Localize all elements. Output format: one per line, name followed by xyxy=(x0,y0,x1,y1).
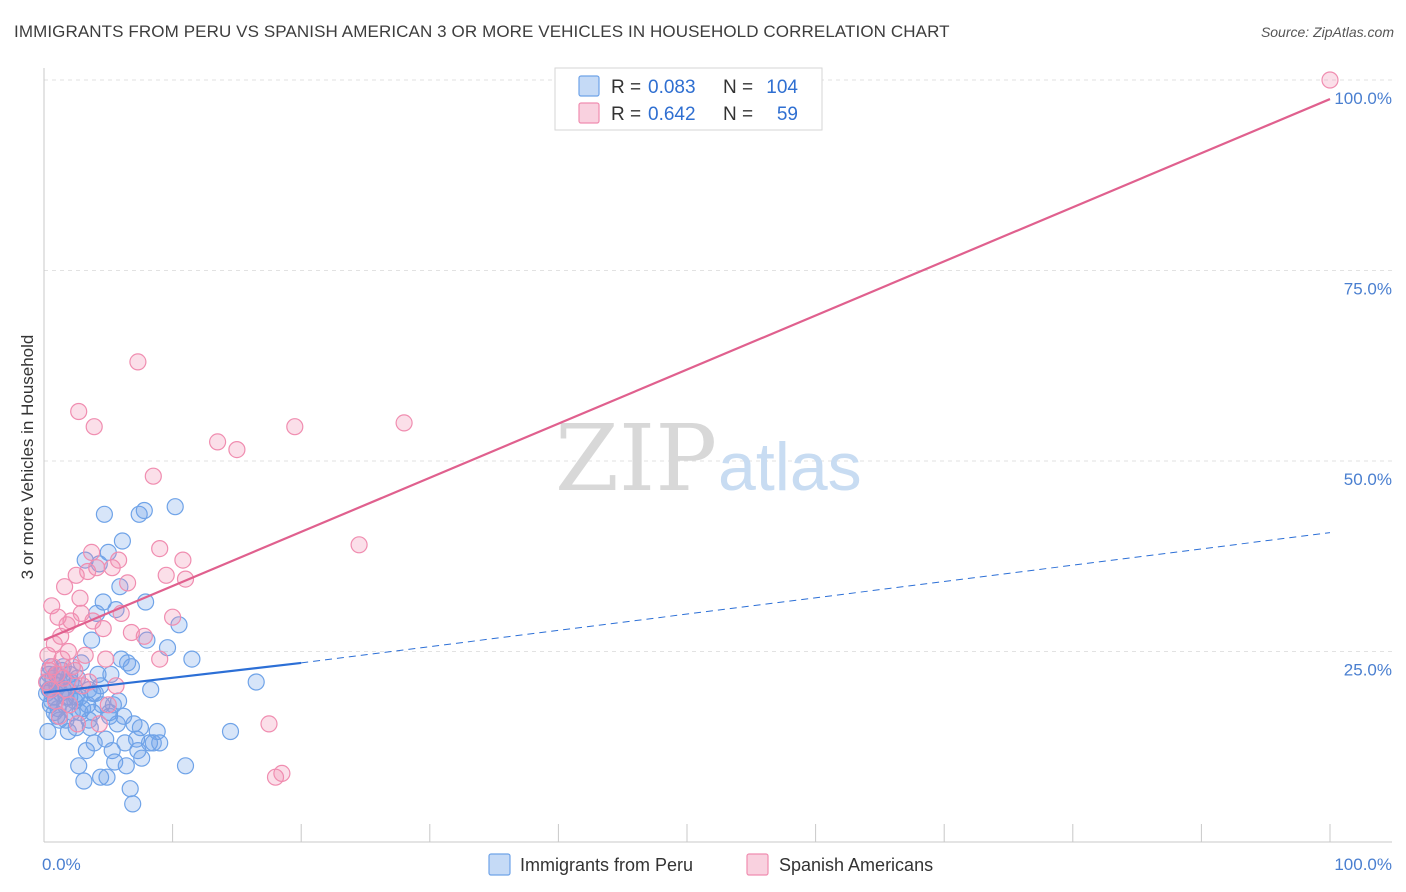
data-point xyxy=(273,764,291,783)
data-point xyxy=(166,498,184,516)
data-point xyxy=(176,757,195,775)
data-point xyxy=(75,772,93,790)
data-point xyxy=(66,661,84,680)
data-point xyxy=(144,467,162,485)
data-point xyxy=(82,543,101,562)
data-point xyxy=(124,795,142,813)
data-point xyxy=(151,650,169,668)
data-point xyxy=(228,441,246,459)
data-point xyxy=(88,559,106,577)
data-point xyxy=(1321,71,1339,89)
y-tick-label-75: 75.0% xyxy=(1344,280,1392,299)
data-point xyxy=(350,536,368,554)
watermark: ZIP atlas xyxy=(555,405,862,512)
legend-n-label-spanish-american: N = xyxy=(723,104,753,125)
data-point xyxy=(70,402,88,421)
data-point xyxy=(286,418,304,436)
legend-swatch-peru xyxy=(578,75,600,97)
trend-lines xyxy=(43,98,1331,694)
data-point xyxy=(117,757,135,775)
watermark-zip: ZIP xyxy=(555,405,717,512)
data-point xyxy=(82,631,101,649)
bottom-legend-swatch-peru xyxy=(488,853,511,876)
data-point xyxy=(115,707,133,725)
legend-swatch-spanish-american xyxy=(578,102,600,124)
data-point xyxy=(247,673,265,691)
data-point xyxy=(39,722,57,741)
trend-line-peru-extrapolated xyxy=(301,532,1331,664)
data-point xyxy=(151,539,169,558)
data-point xyxy=(79,562,97,581)
data-point xyxy=(61,696,79,714)
y-axis-tick-labels: 25.0% 50.0% 75.0% 100.0% xyxy=(1334,89,1392,680)
data-point xyxy=(50,707,69,725)
trend-line-peru xyxy=(43,661,302,694)
legend-n-value-peru: 104 xyxy=(766,77,798,98)
data-point xyxy=(395,414,413,432)
data-point xyxy=(121,780,139,798)
data-point xyxy=(151,734,169,752)
legend-n-label-peru: N = xyxy=(723,77,753,98)
legend-r-label-peru: R = xyxy=(611,77,641,98)
data-point xyxy=(94,619,112,638)
data-point xyxy=(68,715,87,733)
data-point xyxy=(97,650,115,668)
data-point xyxy=(95,505,114,523)
gridlines xyxy=(44,79,1392,652)
bottom-legend-label-peru: Immigrants from Peru xyxy=(520,855,693,875)
data-point xyxy=(260,715,278,733)
data-point xyxy=(85,418,103,436)
data-point xyxy=(142,680,160,699)
x-axis-tick-labels: 0.0% 100.0% xyxy=(42,855,1392,874)
data-point xyxy=(109,551,128,569)
x-tick-label-100: 100.0% xyxy=(1334,855,1392,874)
data-point xyxy=(113,532,132,550)
legend-r-value-spanish-american: 0.642 xyxy=(648,104,696,125)
data-point xyxy=(135,627,153,645)
trend-line-spanish-american xyxy=(43,98,1331,642)
data-point xyxy=(122,623,140,642)
data-point xyxy=(55,578,74,596)
y-tick-label-50: 50.0% xyxy=(1344,470,1392,489)
data-point xyxy=(71,589,89,607)
source-label: Source: ZipAtlas.com xyxy=(1260,24,1394,40)
data-point xyxy=(221,722,240,741)
chart-title: IMMIGRANTS FROM PERU VS SPANISH AMERICAN… xyxy=(14,22,950,41)
data-point xyxy=(183,650,201,668)
data-point xyxy=(135,501,153,520)
data-point xyxy=(164,608,182,626)
data-point xyxy=(131,719,149,737)
data-point xyxy=(118,574,137,592)
y-tick-label-100: 100.0% xyxy=(1334,89,1392,108)
y-tick-label-25: 25.0% xyxy=(1344,661,1392,680)
data-point xyxy=(70,757,88,775)
data-point xyxy=(98,768,116,786)
data-point xyxy=(91,768,110,786)
legend-bottom: Immigrants from Peru Spanish Americans xyxy=(488,853,933,876)
x-axis-ticks xyxy=(172,824,1331,842)
data-point xyxy=(76,646,94,664)
data-point xyxy=(157,566,175,584)
data-point xyxy=(174,551,192,569)
y-axis-title: 3 or more Vehicles in Household xyxy=(18,335,37,580)
legend-r-value-peru: 0.083 xyxy=(648,77,696,98)
bottom-legend-swatch-spanish-american xyxy=(746,853,769,876)
data-point xyxy=(133,749,151,767)
data-point xyxy=(59,642,78,661)
data-point xyxy=(129,353,147,371)
watermark-atlas: atlas xyxy=(718,429,862,505)
data-point xyxy=(90,715,108,733)
legend-n-value-spanish-american: 59 xyxy=(777,104,798,125)
data-point xyxy=(94,593,112,611)
legend-top: R = 0.083 N = 104 R = 0.642 N = 59 xyxy=(554,67,823,131)
legend-r-label-spanish-american: R = xyxy=(611,104,641,125)
data-point xyxy=(122,658,140,676)
bottom-legend-label-spanish-american: Spanish Americans xyxy=(779,855,933,875)
x-tick-label-0: 0.0% xyxy=(42,855,81,874)
data-point xyxy=(209,433,227,451)
data-point xyxy=(99,696,117,714)
